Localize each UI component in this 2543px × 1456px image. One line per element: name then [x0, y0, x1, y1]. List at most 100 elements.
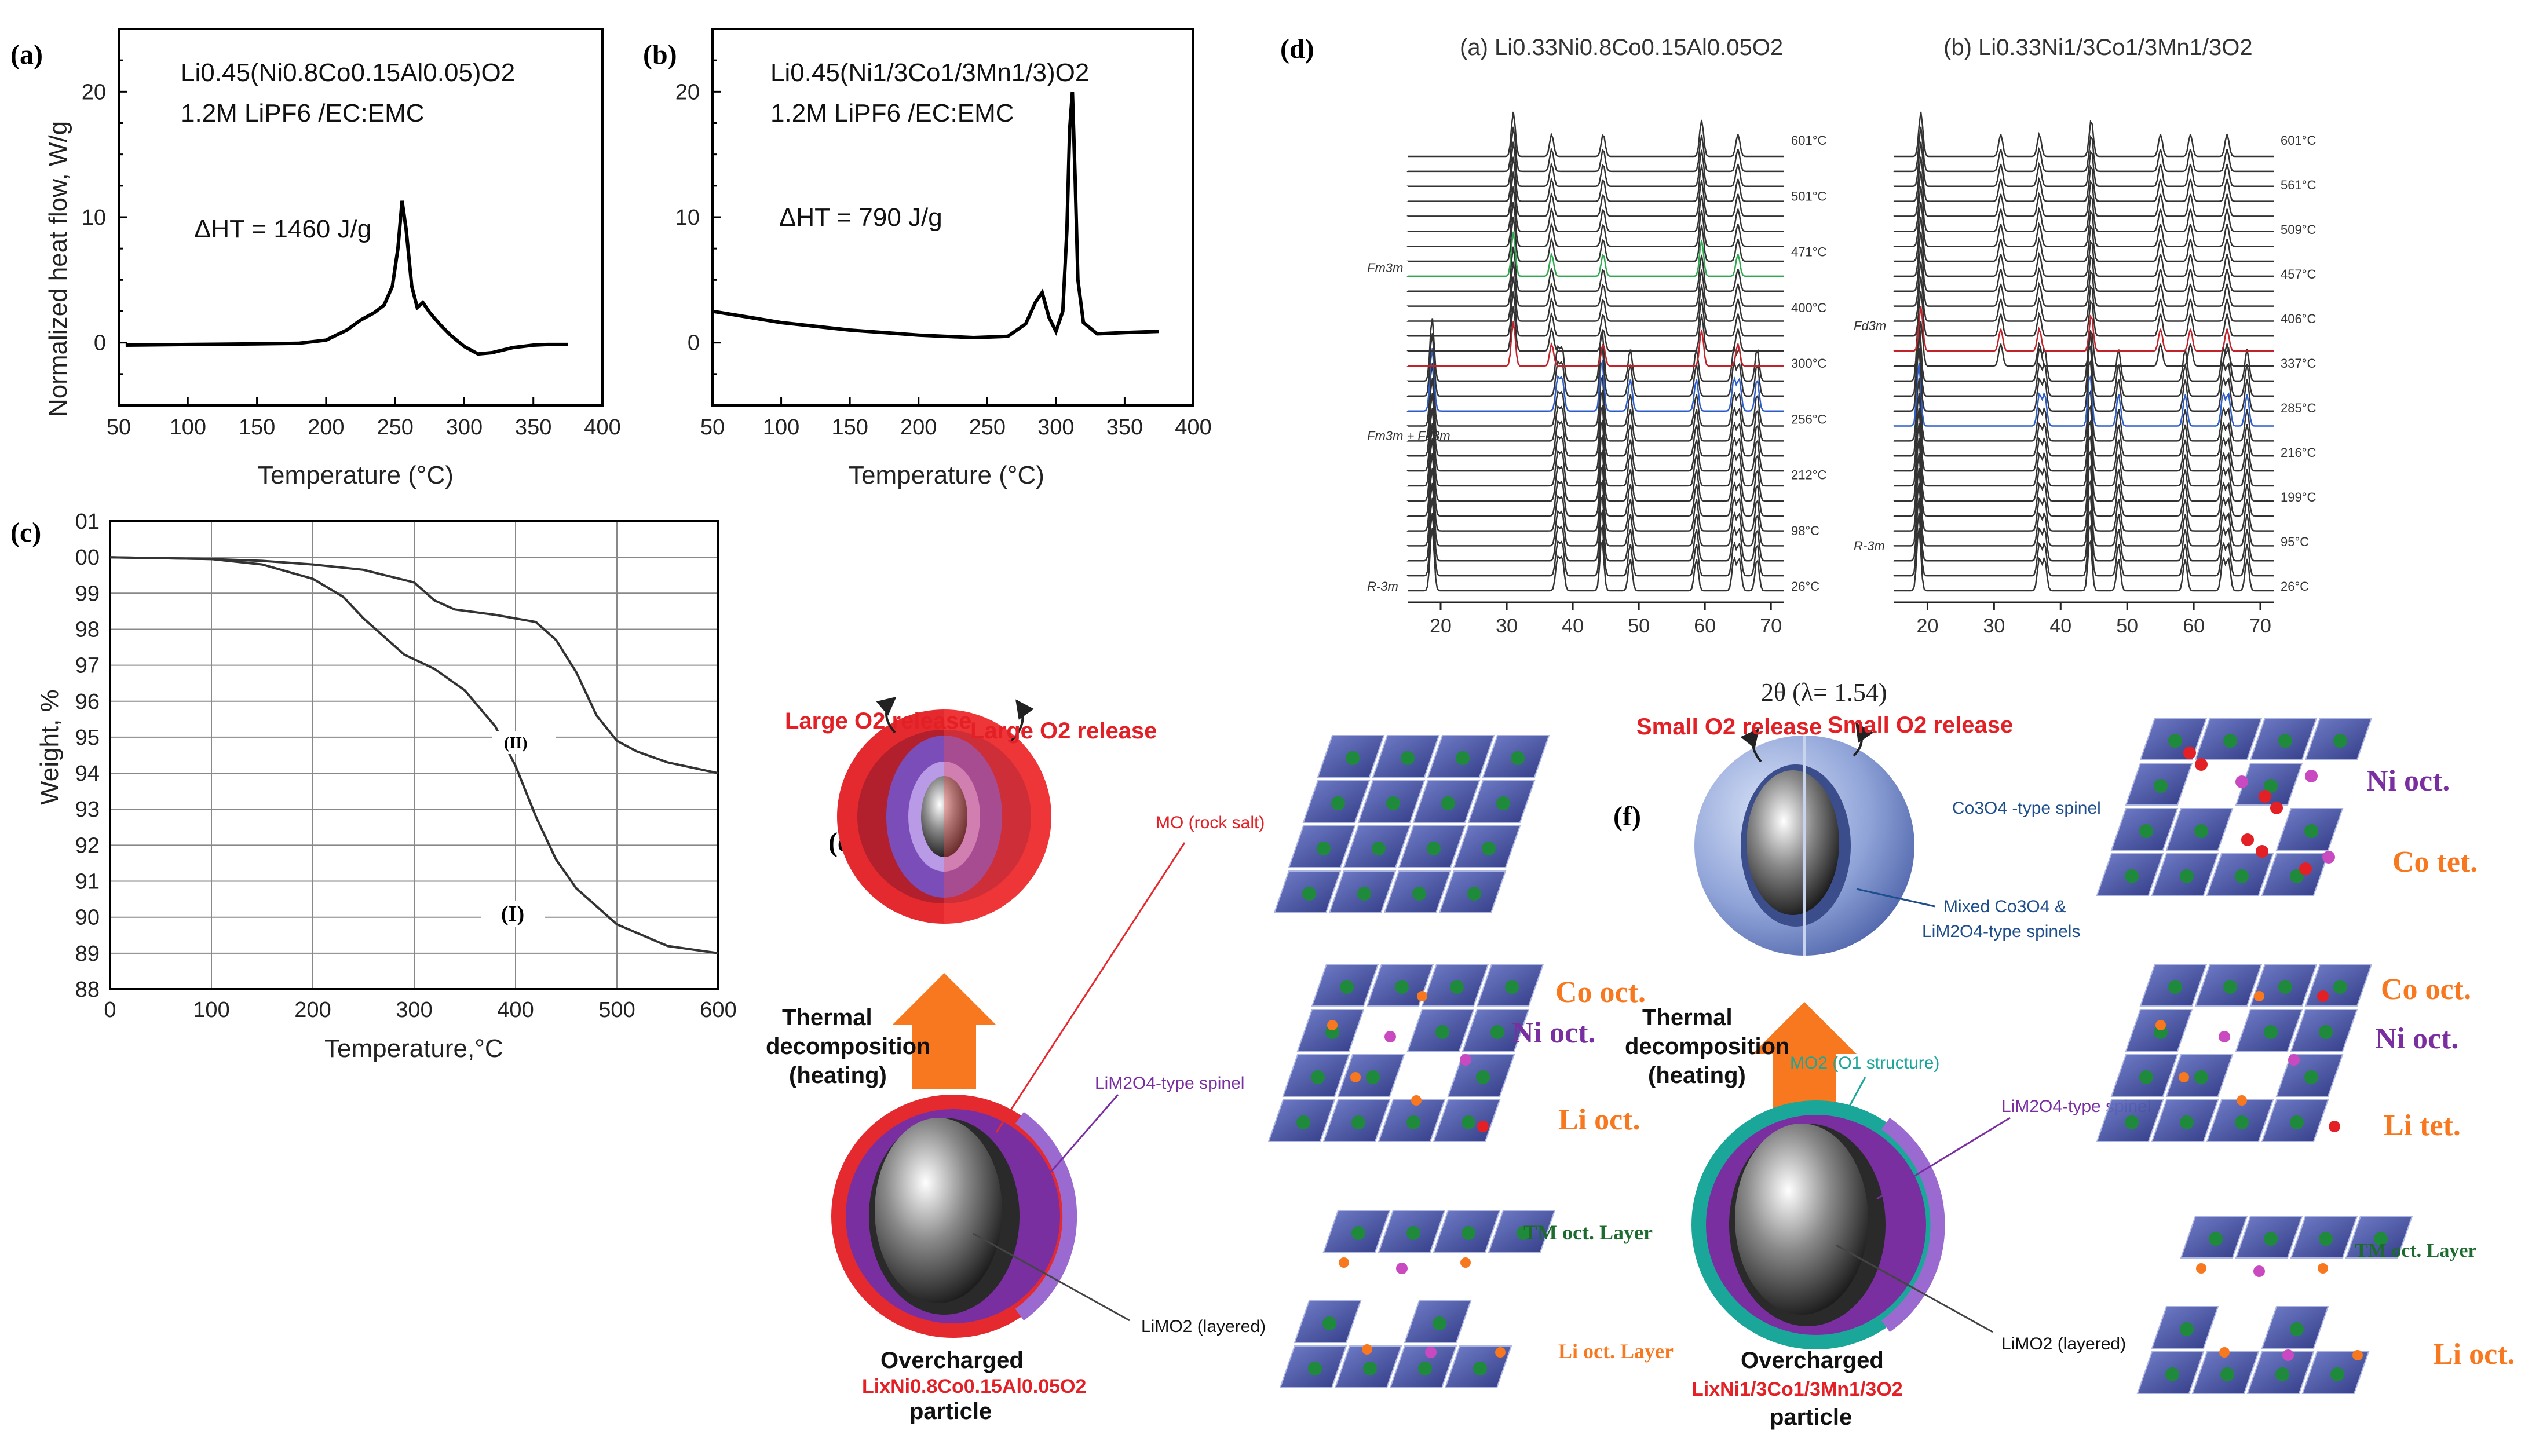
o2-arrow-f1 — [1740, 728, 1762, 763]
lattice-co3o4-f — [2096, 718, 2373, 896]
tm-atom — [1395, 980, 1409, 994]
atom — [1350, 1072, 1361, 1082]
atom — [2270, 802, 2283, 814]
tm-layer-label-f: TM oct. Layer — [2355, 1240, 2477, 1261]
x-tick-label: 50 — [700, 415, 725, 440]
xrd-pattern — [1893, 171, 2274, 217]
tm-atom — [2278, 734, 2292, 748]
tm-atom — [1296, 1115, 1310, 1129]
ni-oct-label-f1: Ni oct. — [2366, 764, 2450, 797]
temperature-label: 509°C — [2281, 222, 2317, 237]
y-tick-label: 20 — [82, 80, 106, 104]
tm-atom — [2168, 980, 2182, 994]
x-tick-label: 0 — [104, 998, 116, 1022]
temperature-label: 216°C — [2281, 445, 2317, 460]
particle-label-e: particle — [909, 1399, 992, 1424]
atom — [1411, 1095, 1422, 1106]
particle-label-f: particle — [1770, 1404, 1852, 1430]
xrd-pattern — [1893, 497, 2274, 562]
tm-atom — [2223, 980, 2237, 994]
tm-atom — [1427, 842, 1441, 855]
lattice-layered-f — [2136, 1216, 2413, 1394]
tm-atom — [1331, 796, 1345, 810]
tm-atom — [2330, 1367, 2344, 1381]
pointer-layered-e — [973, 1232, 1130, 1322]
x-tick-label: 70 — [1760, 615, 1782, 637]
x-tick-label: 50 — [2116, 615, 2138, 637]
y-tick-label: 96 — [75, 690, 100, 714]
formula-e: LixNi0.8Co0.15Al0.05O2 — [862, 1375, 1086, 1398]
atom — [2241, 833, 2254, 846]
heating-arrow-f — [1752, 1002, 1857, 1118]
dsc-curve-a — [125, 200, 568, 356]
atom — [1396, 1263, 1408, 1274]
tm-atom — [2209, 1232, 2223, 1246]
heating-arrow-e — [892, 973, 996, 1089]
atom — [2256, 845, 2268, 858]
decomposition-label-e: decomposition — [766, 1034, 930, 1059]
x-tick-label: 300 — [396, 998, 432, 1022]
lattice-layered-e — [1279, 1210, 1556, 1388]
enthalpy-a: ΔHT = 1460 J/g — [194, 215, 371, 243]
tm-atom — [2374, 1232, 2388, 1246]
title-line2-a: 1.2M LiPF6 /EC:EMC — [181, 99, 425, 127]
subtitle-d-a: (a) Li0.33Ni0.8Co0.15Al0.05O2 — [1460, 35, 1783, 60]
tm-atom — [1467, 887, 1481, 901]
atom — [2317, 990, 2329, 1002]
tm-atom — [1450, 980, 1464, 994]
tm-atom — [1490, 1025, 1504, 1039]
atom — [2299, 862, 2312, 875]
temperature-label: 212°C — [1791, 468, 1827, 482]
y-tick-label: 00 — [75, 546, 100, 570]
ni-oct-label-e: Ni oct. — [1512, 1016, 1595, 1049]
temperature-label: 26°C — [2281, 579, 2309, 594]
li-tet-label-f: Li tet. — [2384, 1109, 2461, 1142]
tm-atom — [2194, 1070, 2208, 1084]
tm-atom — [2165, 1367, 2179, 1381]
temperature-label: 400°C — [1791, 301, 1827, 315]
tm-atom — [2304, 1070, 2318, 1084]
temperature-label: 457°C — [2281, 267, 2317, 281]
xrd-pattern — [1893, 453, 2274, 517]
tga-curve-I — [109, 556, 719, 954]
atom — [2322, 851, 2335, 864]
overcharged-particle-f — [1691, 1100, 1945, 1349]
x-tick-label: 500 — [598, 998, 635, 1022]
xrd-pattern — [1893, 467, 2274, 532]
x-tick-label: 300 — [446, 415, 483, 440]
xrd-pattern — [1406, 186, 1784, 232]
xrd-pattern — [1893, 513, 2274, 577]
y-tick-label: 01 — [75, 510, 100, 534]
panel-label-b: (b) — [643, 39, 677, 70]
panel-label-a: (a) — [10, 39, 43, 70]
heated-particle-e — [837, 709, 1051, 924]
phase-label: Fm3m — [1367, 261, 1403, 275]
lattice-spinel-f — [2096, 964, 2373, 1142]
tm-atom — [2264, 779, 2278, 793]
x-tick-label: 20 — [1917, 615, 1939, 637]
lattice-rocksalt-e — [1273, 735, 1550, 913]
xrd-pattern — [1406, 408, 1784, 472]
atom — [1495, 1347, 1506, 1358]
temperature-label: 561°C — [2281, 178, 2317, 192]
atom — [2195, 758, 2208, 771]
y-tick-label: 91 — [75, 870, 100, 894]
atom — [1425, 1347, 1437, 1358]
atom — [2219, 1347, 2230, 1358]
tm-atom — [2180, 1322, 2194, 1336]
tga-curve-II — [109, 556, 719, 775]
atom — [2288, 1054, 2300, 1066]
tm-atom — [1357, 887, 1371, 901]
decomposition-label-f: decomposition — [1625, 1034, 1789, 1059]
tm-atom — [1517, 1226, 1530, 1240]
atom — [2219, 1031, 2230, 1042]
title-line1-b: Li0.45(Ni1/3Co1/3Mn1/3)O2 — [770, 58, 1089, 87]
x-tick-label: 150 — [831, 415, 868, 440]
xrd-pattern — [1894, 528, 2274, 592]
o2-arrow-e1 — [876, 696, 897, 734]
xrd-pattern — [1408, 111, 1784, 158]
tm-atom — [2125, 869, 2139, 883]
tm-atom — [1441, 796, 1455, 810]
x-tick-label: 40 — [2049, 615, 2071, 637]
y-tick-label: 97 — [75, 654, 100, 678]
